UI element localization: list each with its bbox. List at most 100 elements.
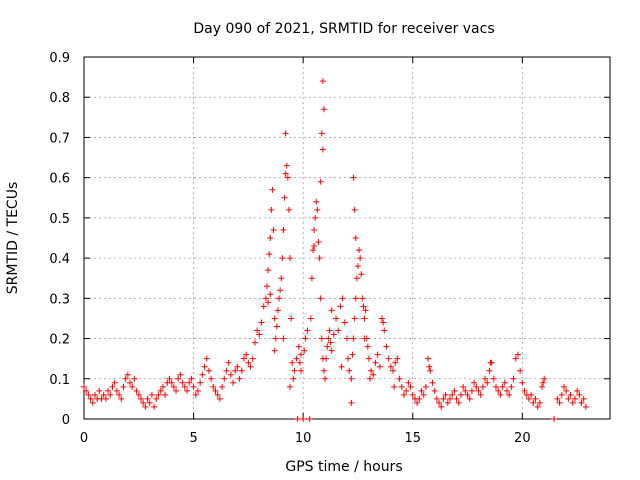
data-point (541, 375, 548, 382)
data-point (214, 391, 221, 398)
data-point (144, 395, 151, 402)
data-point (122, 375, 129, 382)
data-point (356, 247, 363, 254)
data-point (335, 327, 342, 334)
data-point (486, 367, 493, 374)
x-tick-label: 10 (295, 431, 312, 446)
data-point (409, 391, 416, 398)
data-point (283, 162, 290, 169)
data-point (392, 359, 399, 366)
data-point (313, 198, 320, 205)
data-point (473, 383, 480, 390)
data-point (503, 387, 510, 394)
data-point (87, 395, 94, 402)
data-point (127, 379, 134, 386)
data-point (333, 315, 340, 322)
data-point (400, 391, 407, 398)
data-point (308, 275, 315, 282)
data-point (307, 315, 314, 322)
data-point (320, 367, 327, 374)
data-point (277, 287, 284, 294)
data-point (455, 399, 462, 406)
data-point (201, 363, 208, 370)
data-point (482, 375, 489, 382)
data-point (194, 387, 201, 394)
data-point (177, 371, 184, 378)
data-point (349, 351, 356, 358)
data-point (317, 295, 324, 302)
data-point (318, 130, 325, 137)
data-point (85, 391, 92, 398)
data-point (205, 367, 212, 374)
data-point (319, 78, 326, 85)
data-point (431, 387, 438, 394)
data-points (81, 78, 589, 422)
data-point (468, 387, 475, 394)
data-point (133, 387, 140, 394)
data-point (327, 339, 334, 346)
data-point (580, 395, 587, 402)
data-point (219, 383, 226, 390)
plot-frame (83, 56, 611, 420)
data-point (578, 399, 585, 406)
data-point (245, 359, 252, 366)
data-point (426, 363, 433, 370)
data-point (514, 351, 521, 358)
data-point (447, 395, 454, 402)
data-point (175, 375, 182, 382)
data-point (89, 399, 96, 406)
data-point (506, 391, 513, 398)
data-point (361, 315, 368, 322)
data-point (186, 379, 193, 386)
data-point (316, 255, 323, 262)
data-point (320, 106, 327, 113)
data-point (370, 371, 377, 378)
data-point (91, 391, 98, 398)
data-point (184, 387, 191, 394)
y-axis-label: SRMTID / TECUs (5, 182, 21, 295)
y-tick-label: 0.5 (49, 212, 70, 227)
data-point (403, 387, 410, 394)
data-point (442, 391, 449, 398)
data-point (322, 375, 329, 382)
data-point (457, 391, 464, 398)
data-point (396, 375, 403, 382)
data-point (499, 383, 506, 390)
data-point (265, 267, 272, 274)
data-point (414, 399, 421, 406)
data-point (444, 399, 451, 406)
data-point (300, 416, 307, 422)
data-point (381, 327, 388, 334)
data-point (540, 379, 547, 386)
data-point (475, 387, 482, 394)
data-point (479, 383, 486, 390)
data-point (383, 343, 390, 350)
data-point (353, 275, 360, 282)
data-point (282, 130, 289, 137)
data-point (534, 403, 541, 410)
data-point (345, 355, 352, 362)
y-tick-label: 0.7 (49, 131, 70, 146)
data-point (251, 339, 258, 346)
data-point (131, 375, 138, 382)
data-point (462, 387, 469, 394)
data-point (351, 315, 358, 322)
chart-title: Day 090 of 2021, SRMTID for receiver vac… (193, 21, 494, 37)
data-point (341, 319, 348, 326)
data-point (576, 391, 583, 398)
y-tick-label: 0.9 (49, 51, 70, 66)
data-point (360, 303, 367, 310)
data-point (372, 359, 379, 366)
data-point (258, 319, 265, 326)
data-point (364, 343, 371, 350)
data-point (274, 307, 281, 314)
data-point (288, 315, 295, 322)
data-point (301, 347, 308, 354)
data-point (436, 399, 443, 406)
data-point (427, 367, 434, 374)
data-point (289, 359, 296, 366)
data-point (236, 375, 243, 382)
data-point (558, 391, 565, 398)
data-point (574, 387, 581, 394)
data-point (113, 387, 120, 394)
